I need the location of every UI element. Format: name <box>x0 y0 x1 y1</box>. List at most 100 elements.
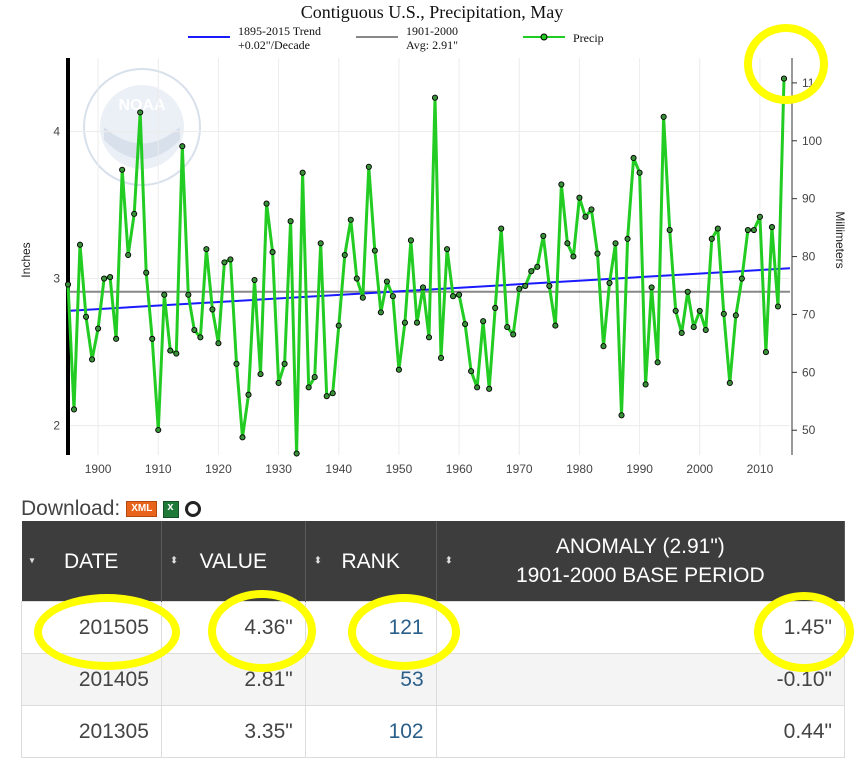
precip-data-point[interactable] <box>462 321 469 328</box>
precip-data-point[interactable] <box>750 226 757 234</box>
precip-data-point[interactable] <box>588 206 595 213</box>
precip-data-point[interactable] <box>720 310 727 317</box>
precip-data-point[interactable] <box>708 235 715 242</box>
precip-data-point[interactable] <box>371 247 378 254</box>
precip-data-point[interactable] <box>197 334 204 341</box>
rank-link[interactable]: 121 <box>304 601 437 654</box>
precip-data-point[interactable] <box>113 335 120 342</box>
precip-data-point[interactable] <box>690 324 697 331</box>
precip-data-point[interactable] <box>672 307 679 314</box>
precip-data-point[interactable] <box>780 75 788 82</box>
precip-data-point[interactable] <box>353 275 360 282</box>
precip-data-point[interactable] <box>83 313 90 320</box>
precip-data-point[interactable] <box>443 246 451 253</box>
precip-data-point[interactable] <box>149 335 156 342</box>
precip-data-point[interactable] <box>125 251 132 259</box>
precip-data-point[interactable] <box>468 368 475 375</box>
precip-data-point[interactable] <box>64 281 72 288</box>
precip-data-point[interactable] <box>480 318 487 325</box>
precip-data-point[interactable] <box>570 253 577 260</box>
precip-data-point[interactable] <box>107 274 114 281</box>
precip-data-point[interactable] <box>534 263 541 270</box>
precip-data-point[interactable] <box>582 213 589 220</box>
precip-data-point[interactable] <box>413 319 421 326</box>
precip-data-point[interactable] <box>654 359 661 366</box>
precip-data-point[interactable] <box>774 303 782 310</box>
precip-data-point[interactable] <box>305 384 312 391</box>
precip-data-point[interactable] <box>263 200 270 207</box>
precip-data-point[interactable] <box>383 278 390 285</box>
precip-data-point[interactable] <box>594 250 601 257</box>
precip-data-point[interactable] <box>696 307 703 314</box>
precip-data-point[interactable] <box>101 275 108 282</box>
precip-data-point[interactable] <box>347 216 354 223</box>
precip-data-point[interactable] <box>233 360 240 367</box>
precip-data-point[interactable] <box>606 279 613 287</box>
precip-data-point[interactable] <box>756 213 763 220</box>
precip-data-point[interactable] <box>269 249 276 256</box>
precip-data-point[interactable] <box>431 94 439 101</box>
precip-data-point[interactable] <box>191 326 198 334</box>
precip-data-point[interactable] <box>287 218 294 225</box>
precip-data-point[interactable] <box>173 350 180 357</box>
precip-data-point[interactable] <box>522 282 529 289</box>
precip-data-point[interactable] <box>251 276 258 284</box>
precip-data-point[interactable] <box>564 240 571 247</box>
precip-data-point[interactable] <box>143 269 150 276</box>
precip-data-point[interactable] <box>76 241 84 248</box>
precip-data-point[interactable] <box>311 374 318 381</box>
precip-data-point[interactable] <box>732 312 739 319</box>
precip-data-point[interactable] <box>738 275 745 282</box>
precip-data-point[interactable] <box>624 235 631 242</box>
precip-data-point[interactable] <box>209 306 216 313</box>
precip-data-point[interactable] <box>161 291 168 298</box>
precip-data-point[interactable] <box>227 256 234 263</box>
precip-data-point[interactable] <box>401 319 408 326</box>
precip-data-point[interactable] <box>714 225 721 232</box>
precip-data-point[interactable] <box>600 343 607 350</box>
precip-data-point[interactable] <box>365 163 372 170</box>
precip-data-point[interactable] <box>70 406 78 413</box>
precip-data-point[interactable] <box>678 329 685 337</box>
precip-data-point[interactable] <box>299 169 306 176</box>
rank-link[interactable]: 102 <box>304 705 437 758</box>
precip-data-point[interactable] <box>618 412 625 419</box>
precip-data-point[interactable] <box>293 450 300 457</box>
precip-data-point[interactable] <box>215 340 222 347</box>
precip-data-point[interactable] <box>762 349 769 356</box>
precip-data-point[interactable] <box>546 282 553 289</box>
precip-data-point[interactable] <box>636 169 643 176</box>
precip-data-point[interactable] <box>726 379 733 387</box>
precip-data-point[interactable] <box>341 251 348 259</box>
precip-data-point[interactable] <box>648 284 655 291</box>
rank-column-header[interactable]: ⬍ RANK <box>305 521 437 602</box>
precip-data-point[interactable] <box>492 304 499 312</box>
precip-data-point[interactable] <box>257 371 264 378</box>
precip-data-point[interactable] <box>666 226 673 234</box>
precip-data-point[interactable] <box>768 224 776 231</box>
value-column-header[interactable]: ⬍ VALUE <box>161 521 306 602</box>
precip-data-point[interactable] <box>203 246 210 253</box>
precip-data-point[interactable] <box>630 154 637 162</box>
precip-data-point[interactable] <box>245 391 252 398</box>
precip-data-point[interactable] <box>89 356 96 363</box>
precip-data-point[interactable] <box>516 285 523 292</box>
precip-data-point[interactable] <box>239 434 246 441</box>
precip-data-point[interactable] <box>179 143 186 150</box>
precip-data-point[interactable] <box>95 325 102 332</box>
precip-data-point[interactable] <box>395 366 402 373</box>
precip-data-point[interactable] <box>540 232 547 239</box>
precip-data-point[interactable] <box>558 181 565 188</box>
precip-data-point[interactable] <box>437 354 445 362</box>
precip-data-point[interactable] <box>407 237 415 244</box>
xml-download-icon[interactable]: XML <box>126 501 158 517</box>
precip-data-point[interactable] <box>323 393 330 400</box>
precip-data-point[interactable] <box>185 291 192 298</box>
precip-data-point[interactable] <box>660 113 667 120</box>
precip-data-point[interactable] <box>474 384 481 391</box>
precip-data-point[interactable] <box>335 322 342 329</box>
precip-data-point[interactable] <box>684 288 691 295</box>
precip-data-point[interactable] <box>155 426 162 434</box>
rank-link[interactable]: 53 <box>304 653 437 706</box>
excel-download-icon[interactable] <box>163 500 180 518</box>
